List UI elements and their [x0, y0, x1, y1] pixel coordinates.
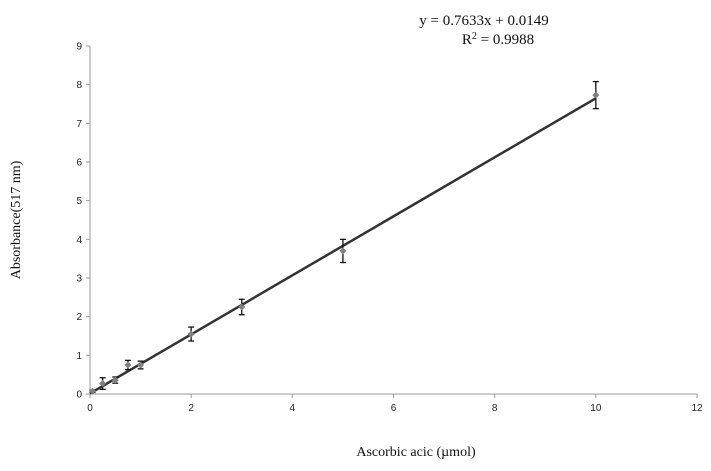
r-squared-label: R2 = 0.9988 [462, 31, 534, 49]
y-tick-label: 0 [76, 390, 82, 401]
axes [89, 46, 697, 395]
data-point [89, 387, 97, 395]
data-point [238, 303, 246, 311]
equation-label: y = 0.7633x + 0.0149 [419, 13, 548, 29]
y-tick-label: 1 [76, 351, 82, 362]
y-tick-label: 7 [76, 119, 82, 130]
y-tick-label: 9 [76, 42, 82, 53]
y-tick-label: 4 [76, 235, 82, 246]
error-bars [89, 80, 599, 394]
data-point [111, 376, 119, 384]
x-tick-label: 0 [87, 403, 93, 414]
y-tick-label: 2 [76, 312, 82, 323]
x-tick-label: 4 [290, 403, 296, 414]
data-point [339, 247, 347, 255]
r2-value: = 0.9988 [477, 32, 534, 48]
data-point [137, 361, 145, 369]
y-axis-title: Absorbance(517 nm) [9, 160, 24, 279]
y-tick-label: 3 [76, 274, 82, 285]
r2-sup: 2 [472, 31, 477, 42]
x-axis-title: Ascorbic acic (µmol) [356, 445, 476, 460]
x-tick-label: 12 [691, 403, 703, 414]
data-points [89, 91, 600, 395]
r2-r: R [462, 32, 472, 48]
x-tick-label: 6 [391, 403, 397, 414]
y-tick-label: 5 [76, 196, 82, 207]
y-tick-label: 6 [76, 158, 82, 169]
data-point [592, 91, 600, 99]
x-tick-label: 2 [188, 403, 194, 414]
data-point [99, 380, 107, 388]
data-point [187, 330, 195, 338]
x-tick-label: 10 [590, 403, 602, 414]
data-point [124, 361, 132, 369]
y-ticks: 0 1 2 3 4 5 6 7 8 9 [76, 42, 90, 401]
x-ticks: 0 2 4 6 8 10 12 [87, 394, 703, 414]
y-tick-label: 8 [76, 80, 82, 91]
x-tick-label: 8 [492, 403, 498, 414]
